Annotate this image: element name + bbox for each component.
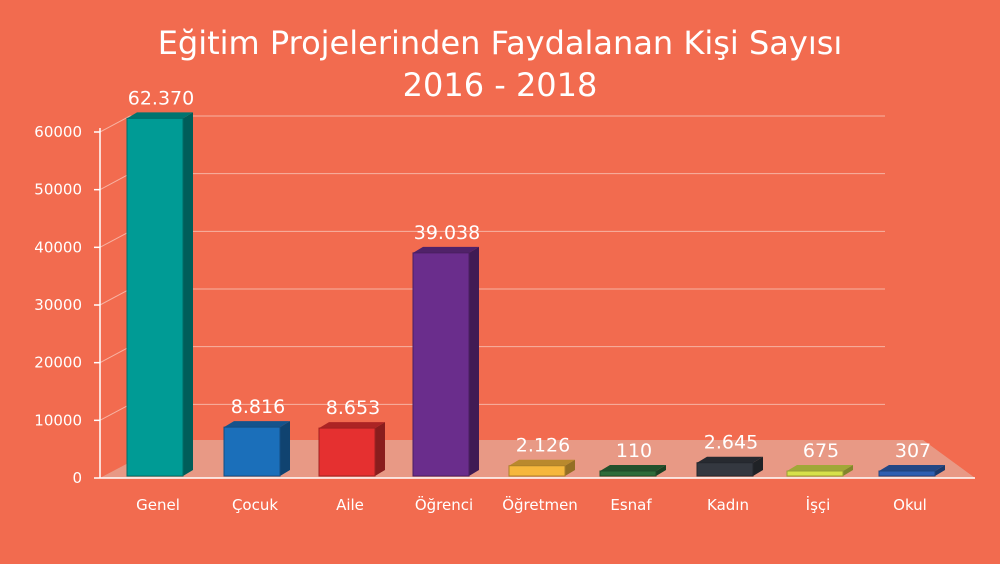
bar-side — [565, 459, 575, 476]
data-label: 110 — [616, 440, 652, 462]
bar-top — [224, 421, 290, 428]
grid-side-line — [99, 346, 131, 364]
grid-side-line — [99, 403, 131, 421]
x-tick-label: Esnaf — [610, 496, 652, 514]
x-tick-label: Okul — [893, 496, 927, 514]
grid-side-line — [99, 288, 131, 306]
x-tick-label: Genel — [136, 496, 180, 514]
bar-side — [753, 456, 763, 476]
y-tick-label: 40000 — [34, 238, 82, 256]
bar — [318, 427, 376, 477]
bar-side — [375, 422, 385, 476]
bar-top — [413, 246, 479, 253]
x-tick-label: Aile — [336, 496, 364, 514]
y-tick-label: 20000 — [34, 354, 82, 372]
y-tick-label: 30000 — [34, 296, 82, 314]
bar-side — [935, 465, 945, 476]
data-label: 307 — [895, 440, 931, 462]
bar-side — [656, 465, 666, 476]
bar-top — [879, 465, 945, 471]
bar-top — [600, 465, 666, 471]
data-label: 62.370 — [128, 87, 194, 109]
y-tick-label: 10000 — [34, 411, 82, 429]
x-tick-label: Çocuk — [232, 496, 278, 514]
x-tick-label: İşçi — [806, 495, 831, 514]
data-label: 8.816 — [231, 396, 285, 418]
x-tick-label: Öğretmen — [502, 495, 578, 514]
data-label: 8.653 — [326, 397, 380, 419]
bar-top — [697, 456, 763, 463]
bar-side — [469, 246, 479, 476]
grid-side-line — [99, 173, 131, 191]
x-tick-label: Kadın — [707, 496, 749, 514]
bar — [696, 462, 754, 477]
x-tick-label: Öğrenci — [415, 495, 473, 514]
y-tick-label: 60000 — [34, 123, 82, 141]
bar — [508, 465, 566, 477]
chart-title: Eğitim Projelerinden Faydalanan Kişi Say… — [157, 24, 843, 62]
bar-top — [127, 112, 193, 119]
grid-side-line — [99, 230, 131, 248]
data-label: 2.126 — [516, 435, 570, 457]
bar-side — [183, 112, 193, 476]
bar-top — [509, 459, 575, 466]
bar-side — [280, 421, 290, 476]
grid-side-line — [99, 115, 131, 133]
bar-top — [787, 465, 853, 471]
bar — [786, 470, 844, 477]
bar — [126, 117, 184, 477]
data-label: 675 — [803, 440, 839, 462]
bar — [412, 252, 470, 477]
y-tick-label: 50000 — [34, 181, 82, 199]
bar — [599, 470, 657, 477]
bar-side — [843, 465, 853, 476]
data-label: 2.645 — [704, 432, 758, 454]
bar — [878, 470, 936, 477]
bar-top — [319, 422, 385, 429]
bar — [223, 426, 281, 477]
data-label: 39.038 — [414, 222, 480, 244]
y-tick-label: 0 — [72, 469, 82, 487]
chart-title-block: Eğitim Projelerinden Faydalanan Kişi Say… — [0, 22, 1000, 106]
chart-subtitle: 2016 - 2018 — [402, 66, 598, 104]
